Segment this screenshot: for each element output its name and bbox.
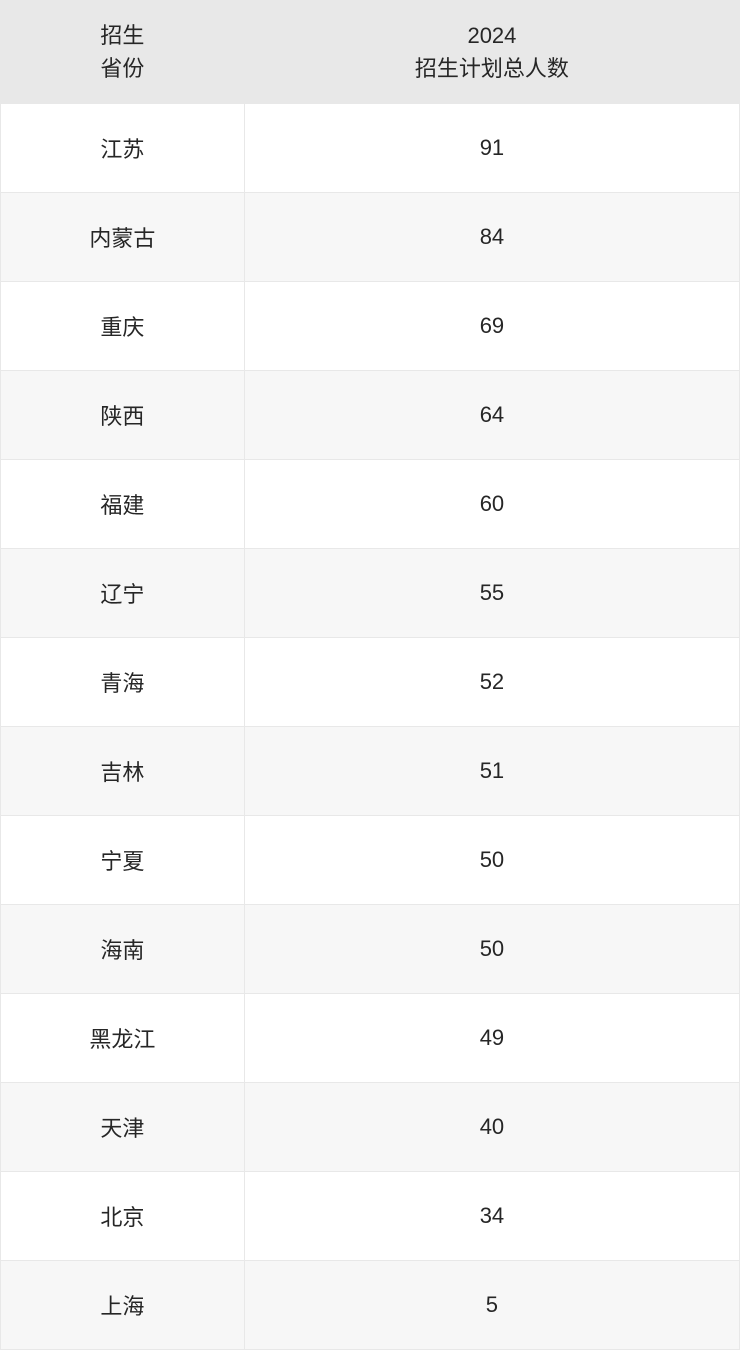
cell-total: 52	[244, 638, 739, 727]
table-header: 招生 省份 2024 招生计划总人数	[1, 1, 740, 104]
header-province-line2: 省份	[100, 56, 144, 81]
cell-province: 青海	[1, 638, 245, 727]
cell-total: 50	[244, 816, 739, 905]
header-province: 招生 省份	[1, 1, 245, 104]
table-row: 黑龙江 49	[1, 994, 740, 1083]
table-row: 上海 5	[1, 1261, 740, 1350]
header-total-line1: 2024	[467, 23, 516, 48]
cell-province: 黑龙江	[1, 994, 245, 1083]
header-total-line2: 招生计划总人数	[415, 56, 569, 81]
cell-province: 江苏	[1, 104, 245, 193]
cell-province: 重庆	[1, 282, 245, 371]
cell-province: 福建	[1, 460, 245, 549]
header-province-line1: 招生	[100, 23, 144, 48]
table-row: 重庆 69	[1, 282, 740, 371]
cell-province: 北京	[1, 1172, 245, 1261]
table-row: 吉林 51	[1, 727, 740, 816]
cell-total: 69	[244, 282, 739, 371]
header-total: 2024 招生计划总人数	[244, 1, 739, 104]
cell-total: 64	[244, 371, 739, 460]
cell-total: 40	[244, 1083, 739, 1172]
cell-province: 内蒙古	[1, 193, 245, 282]
cell-province: 海南	[1, 905, 245, 994]
cell-total: 34	[244, 1172, 739, 1261]
cell-total: 60	[244, 460, 739, 549]
table-row: 内蒙古 84	[1, 193, 740, 282]
cell-total: 5	[244, 1261, 739, 1350]
cell-total: 84	[244, 193, 739, 282]
cell-province: 吉林	[1, 727, 245, 816]
table-row: 宁夏 50	[1, 816, 740, 905]
table-row: 江苏 91	[1, 104, 740, 193]
table-row: 辽宁 55	[1, 549, 740, 638]
cell-total: 50	[244, 905, 739, 994]
cell-total: 51	[244, 727, 739, 816]
table-row: 海南 50	[1, 905, 740, 994]
table-row: 北京 34	[1, 1172, 740, 1261]
cell-province: 辽宁	[1, 549, 245, 638]
table-row: 天津 40	[1, 1083, 740, 1172]
cell-province: 上海	[1, 1261, 245, 1350]
cell-total: 49	[244, 994, 739, 1083]
table-row: 福建 60	[1, 460, 740, 549]
table-row: 陕西 64	[1, 371, 740, 460]
enrollment-table: 招生 省份 2024 招生计划总人数 江苏 91 内蒙古 84 重庆 69 陕西…	[0, 0, 740, 1350]
cell-province: 陕西	[1, 371, 245, 460]
cell-total: 55	[244, 549, 739, 638]
table-row: 青海 52	[1, 638, 740, 727]
cell-province: 宁夏	[1, 816, 245, 905]
cell-province: 天津	[1, 1083, 245, 1172]
cell-total: 91	[244, 104, 739, 193]
table-body: 江苏 91 内蒙古 84 重庆 69 陕西 64 福建 60 辽宁 55 青海 …	[1, 104, 740, 1350]
